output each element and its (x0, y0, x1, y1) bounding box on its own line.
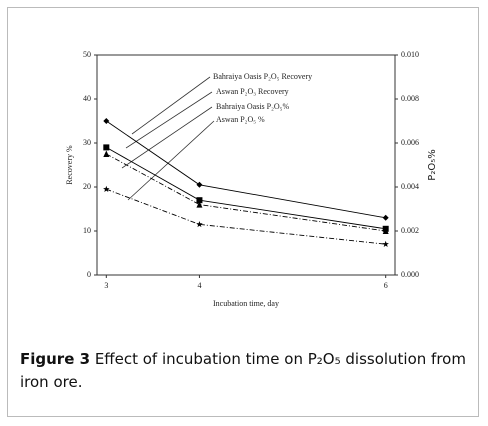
y-tick-label: 40 (83, 94, 91, 103)
data-point (382, 227, 389, 234)
data-point (103, 118, 110, 124)
y2-tick-label: 0.010 (401, 50, 419, 59)
data-point (196, 181, 203, 188)
annotation-arrows (121, 76, 215, 201)
series-line (106, 120, 386, 219)
y-tick-label: 10 (83, 226, 91, 235)
data-point (103, 144, 110, 151)
series-line (106, 147, 386, 230)
data-point (382, 240, 389, 247)
y-tick-label: 50 (83, 50, 91, 59)
y2-tick-label: 0.006 (401, 138, 419, 147)
x-tick-label: 3 (104, 281, 108, 290)
caption-text: Effect of incubation time on P₂O₅ dissol… (20, 350, 466, 391)
legend-label: Aswan P₂O₅ % (216, 115, 265, 124)
x-axis-label: Incubation time, day (213, 299, 279, 308)
data-point (196, 221, 203, 228)
y2-tick-label: 0.000 (401, 270, 419, 279)
series-line (106, 153, 386, 232)
figure-frame (7, 7, 479, 417)
y2-tick-label: 0.002 (401, 226, 419, 235)
series-line (106, 188, 386, 245)
arrow (121, 106, 213, 169)
data-point (103, 150, 110, 157)
y-tick-label: 30 (83, 138, 91, 147)
x-tick-label: 4 (197, 281, 201, 290)
arrow (131, 76, 211, 135)
caption-label: Figure 3 (20, 350, 91, 368)
legend-label: Aswan P₂O₃ Recovery (216, 87, 289, 96)
legend-label: Bahraiya Oasis P₂O₅ Recovery (213, 72, 312, 81)
legend-label: Bahraiya Oasis P₂O₅% (216, 102, 289, 111)
y-tick-label: 20 (83, 182, 91, 191)
data-point (103, 185, 110, 192)
arrow (127, 120, 215, 201)
y2-axis-label: P₂O₅% (427, 149, 438, 180)
figure-caption: Figure 3 Effect of incubation time on P₂… (20, 348, 470, 394)
chart: Incubation time, day Recovery % P₂O₅% 0 1… (65, 50, 438, 308)
data-point (196, 201, 203, 208)
y2-tick-label: 0.004 (401, 182, 419, 191)
data-point (196, 197, 203, 204)
x-tick-label: 6 (384, 281, 388, 290)
y-tick-label: 0 (87, 270, 91, 279)
arrow (125, 91, 213, 149)
data-point (382, 214, 389, 221)
plot-frame (96, 54, 396, 276)
y2-tick-label: 0.008 (401, 94, 419, 103)
y-axis-label: Recovery % (65, 145, 74, 185)
